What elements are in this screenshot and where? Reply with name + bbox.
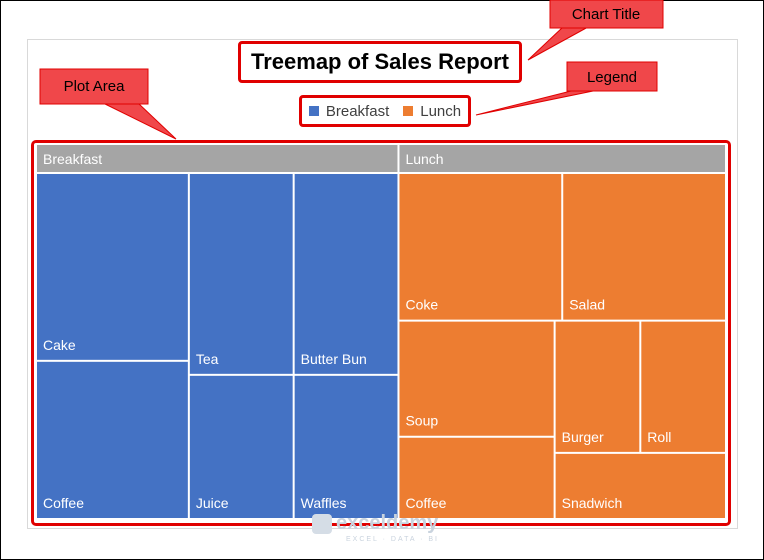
legend-item-lunch: Lunch: [403, 103, 461, 120]
treemap-tile-lunch-salad[interactable]: [563, 174, 725, 320]
treemap-tile-lunch-coffee-2[interactable]: [399, 437, 554, 518]
chart-area[interactable]: [27, 39, 738, 529]
treemap-tile-lunch-soup[interactable]: [399, 321, 554, 436]
treemap-label-breakfast-butter-bun: Butter Bun: [301, 351, 367, 367]
watermark-tagline: EXCEL · DATA · BI: [346, 536, 439, 543]
watermark: exceldemy EXCEL · DATA · BI: [312, 512, 439, 543]
treemap-label-lunch-snadwich: Snadwich: [562, 495, 623, 511]
treemap-header-label-lunch: Lunch: [405, 151, 443, 167]
treemap-label-breakfast-juice: Juice: [196, 495, 229, 511]
treemap-label-breakfast-cake: Cake: [43, 337, 76, 353]
treemap-tile-breakfast-butter-bun[interactable]: [294, 174, 398, 374]
treemap-tile-lunch-coke[interactable]: [399, 174, 562, 320]
watermark-text: exceldemy: [336, 512, 439, 534]
treemap-tile-breakfast-tea[interactable]: [189, 174, 293, 374]
treemap-tile-lunch-snadwich[interactable]: [555, 453, 725, 518]
treemap-tile-breakfast-waffles[interactable]: [294, 375, 398, 518]
treemap-label-lunch-coffee-2: Coffee: [405, 495, 446, 511]
treemap-label-lunch-coke: Coke: [405, 297, 438, 313]
treemap-header-lunch[interactable]: [399, 145, 725, 172]
legend-item-breakfast: Breakfast: [308, 102, 390, 120]
treemap-tile-breakfast-coffee[interactable]: [37, 361, 188, 518]
treemap-label-breakfast-tea: Tea: [196, 351, 219, 367]
treemap-label-lunch-roll: Roll: [647, 429, 671, 445]
treemap-label-lunch-burger: Burger: [562, 429, 604, 445]
treemap-header-label-breakfast: Breakfast: [43, 151, 102, 167]
treemap-label-lunch-salad: Salad: [569, 297, 605, 313]
treemap-tile-breakfast-juice[interactable]: [189, 375, 293, 518]
treemap-tile-breakfast-cake[interactable]: [37, 174, 188, 360]
legend-swatch-breakfast: [308, 106, 319, 116]
treemap-tile-lunch-burger[interactable]: [555, 321, 640, 452]
treemap-header-breakfast[interactable]: [37, 145, 398, 172]
legend-swatch-lunch: [403, 106, 414, 116]
treemap-label-breakfast-waffles: Waffles: [301, 495, 347, 511]
chart-title[interactable]: Treemap of Sales Report: [238, 41, 522, 83]
treemap-label-lunch-soup: Soup: [405, 413, 438, 429]
treemap-tile-lunch-roll[interactable]: [641, 321, 725, 452]
legend[interactable]: Breakfast Lunch: [299, 95, 471, 127]
treemap-label-breakfast-coffee: Coffee: [43, 495, 84, 511]
legend-label-breakfast: Breakfast: [325, 102, 390, 120]
legend-label-lunch: Lunch: [420, 102, 462, 120]
plot-area-highlight: [31, 140, 731, 526]
watermark-logo-icon: [312, 513, 332, 534]
